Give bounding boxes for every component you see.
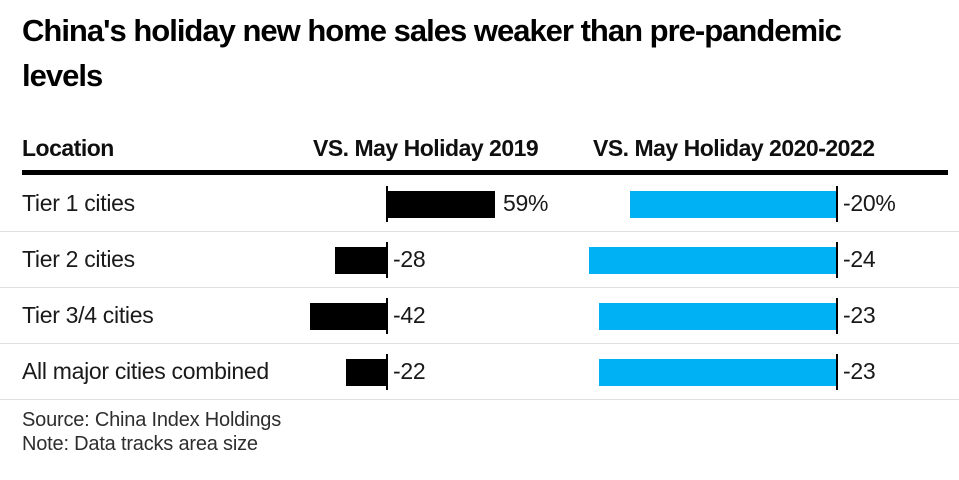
bar-2019-tier1 [388,191,495,218]
bar-area-2019: -28 [300,232,558,287]
baseline-tick-2022 [836,242,838,278]
bar-value-label-2022: -23 [843,302,876,328]
baseline-tick-2019 [386,298,388,334]
header-rule [22,170,948,175]
bar-2019-all-cities [346,359,386,386]
baseline-tick-2019 [386,242,388,278]
chart-rows: Tier 1 cities 59% -20% Tier 2 cities -28 [0,176,959,400]
page-title: China's holiday new home sales weaker th… [22,8,932,98]
row-label: Tier 2 cities [22,246,135,272]
chart-footer: Source: China Index Holdings Note: Data … [22,408,281,456]
bar-area-2022: -20% [580,176,959,231]
bar-2019-tier34 [310,303,386,330]
row-label: Tier 1 cities [22,190,135,216]
page-title-line-2: levels [22,58,103,93]
column-header-vs-2020-2022: VS. May Holiday 2020-2022 [593,135,875,161]
bar-2019-tier2 [335,247,386,274]
table-row-tier34: Tier 3/4 cities -42 -23 [0,288,959,344]
baseline-tick-2019 [386,186,388,222]
bar-area-2022: -24 [580,232,959,287]
bar-value-label-2022: -23 [843,358,876,384]
baseline-tick-2022 [836,354,838,390]
table-row-tier1: Tier 1 cities 59% -20% [0,176,959,232]
bar-area-2019: 59% [300,176,558,231]
column-header-location: Location [22,135,114,161]
table-row-tier2: Tier 2 cities -28 -24 [0,232,959,288]
baseline-tick-2022 [836,298,838,334]
bar-area-2022: -23 [580,288,959,343]
bar-value-label-2019: -42 [393,302,426,328]
row-label: All major cities combined [22,358,269,384]
bar-value-label-2022: -20% [843,190,896,216]
column-header-vs-2019: VS. May Holiday 2019 [313,135,539,161]
table-row-all-cities: All major cities combined -22 -23 [0,344,959,400]
bar-value-label-2022: -24 [843,246,876,272]
row-label: Tier 3/4 cities [22,302,154,328]
bar-value-label-2019: -28 [393,246,426,272]
bar-area-2022: -23 [580,344,959,399]
bar-value-label-2019: 59% [503,190,549,216]
page-title-line-1: China's holiday new home sales weaker th… [22,13,842,48]
bar-value-label-2019: -22 [393,358,426,384]
bar-2022-all-cities [599,359,836,386]
baseline-tick-2022 [836,186,838,222]
baseline-tick-2019 [386,354,388,390]
note-text: Note: Data tracks area size [22,433,258,455]
bar-area-2019: -22 [300,344,558,399]
bar-2022-tier34 [599,303,836,330]
bar-area-2019: -42 [300,288,558,343]
source-text: Source: China Index Holdings [22,409,281,431]
bar-2022-tier1 [630,191,836,218]
bar-2022-tier2 [589,247,836,274]
